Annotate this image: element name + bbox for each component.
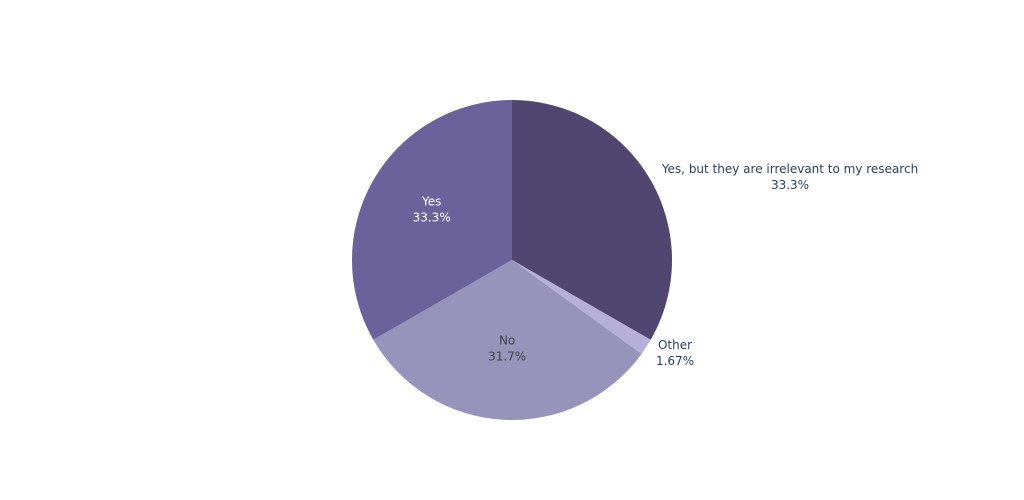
slice-label-name: Yes: [421, 195, 441, 209]
slice-label-name: No: [499, 334, 515, 348]
pie-labels: Yes, but they are irrelevant to my resea…: [413, 162, 919, 368]
slice-label-other: Other 1.67%: [656, 338, 694, 368]
slice-label-yes: Yes 33.3%: [413, 195, 451, 225]
slice-label-name: Other: [658, 338, 692, 352]
pie-slice-yes-but-they-are-irrelevant-to-my-research[interactable]: [512, 100, 672, 340]
slice-label-value: 1.67%: [656, 354, 694, 368]
slice-label-value: 33.3%: [413, 211, 451, 225]
slice-label-value: 33.3%: [771, 178, 809, 192]
pie-slice-yes[interactable]: [352, 100, 512, 340]
slice-label-yes-but-they-are-irrelevant-to-my-research: Yes, but they are irrelevant to my resea…: [661, 162, 918, 192]
slice-label-no: No 31.7%: [488, 334, 526, 364]
slice-label-value: 31.7%: [488, 350, 526, 364]
pie-slice-no[interactable]: [373, 260, 642, 420]
pie-slice-other[interactable]: [512, 260, 651, 354]
pie-slices: [352, 100, 672, 420]
slice-label-name: Yes, but they are irrelevant to my resea…: [661, 162, 918, 176]
